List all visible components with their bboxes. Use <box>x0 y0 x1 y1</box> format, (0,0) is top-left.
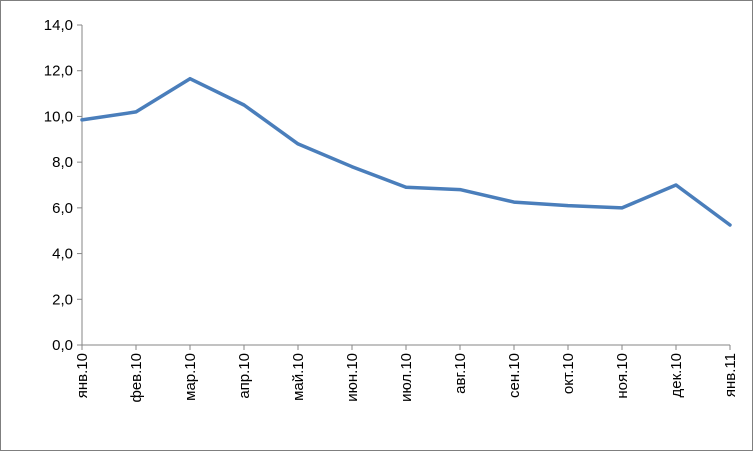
x-tick-label: ноя.10 <box>614 353 631 399</box>
data-point <box>512 200 516 204</box>
data-point <box>566 204 570 208</box>
y-tick-label: 4,0 <box>52 246 73 263</box>
y-tick-label: 8,0 <box>52 154 73 171</box>
x-tick-label: сен.10 <box>506 353 523 398</box>
x-tick-label: июн.10 <box>344 353 361 402</box>
data-point <box>458 188 462 192</box>
y-tick-label: 6,0 <box>52 200 73 217</box>
x-axis-ticks <box>81 345 731 350</box>
y-tick-label: 14,0 <box>44 17 73 34</box>
x-tick-label: апр.10 <box>236 353 253 399</box>
y-tick-label: 0,0 <box>52 337 73 354</box>
y-tick-label: 12,0 <box>44 63 73 80</box>
data-point <box>620 206 624 210</box>
data-point <box>728 223 732 227</box>
x-tick-label: окт.10 <box>560 353 577 394</box>
series-line <box>80 76 732 227</box>
data-point <box>242 103 246 107</box>
x-tick-label: авг.10 <box>452 353 469 394</box>
data-point <box>674 183 678 187</box>
x-tick-label: янв.10 <box>74 353 91 398</box>
x-tick-label: май.10 <box>290 353 307 401</box>
data-point <box>404 185 408 189</box>
y-tick-label: 10,0 <box>44 108 73 125</box>
x-tick-label: июл.10 <box>398 353 415 402</box>
y-axis-ticks <box>77 24 82 346</box>
x-axis-tick-labels: янв.10 фев.10 мар.10 апр.10 май.10 июн.10 июл.… <box>74 353 739 403</box>
data-point <box>134 110 138 114</box>
data-point <box>296 142 300 146</box>
data-series <box>80 76 732 227</box>
x-tick-label: мар.10 <box>182 353 199 401</box>
x-tick-label: фев.10 <box>128 353 145 403</box>
data-point <box>188 77 192 81</box>
data-point <box>80 118 84 122</box>
data-point <box>350 165 354 169</box>
y-axis-tick-labels: 0,0 2,0 4,0 6,0 8,0 10,0 12,0 14,0 <box>44 17 73 354</box>
x-tick-label: янв.11 <box>722 353 739 397</box>
x-tick-label: дек.10 <box>668 353 685 398</box>
y-tick-label: 2,0 <box>52 291 73 308</box>
